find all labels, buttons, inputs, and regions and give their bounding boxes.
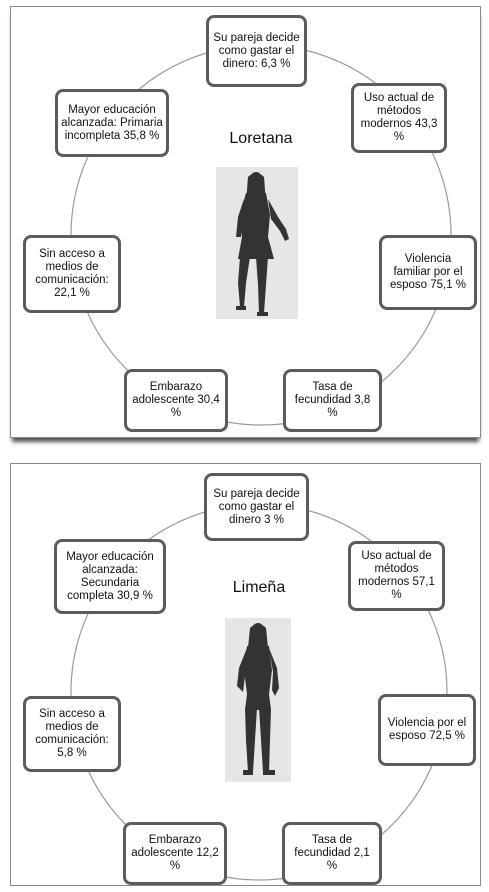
node-uso-metodos: Uso actual de métodos modernos 43,3 % (351, 83, 447, 153)
center-title: Loretana (229, 130, 293, 147)
woman-silhouette-icon (216, 167, 298, 319)
node-embarazo-adolescente: Embarazo adolescente 12,2 % (123, 822, 227, 885)
node-tasa-fecundidad: Tasa de fecundidad 2,1 % (282, 822, 382, 885)
node-uso-metodos: Uso actual de métodos modernos 57,1 % (348, 541, 445, 611)
node-embarazo-adolescente: Embarazo adolescente 30,4 % (124, 369, 228, 432)
node-mayor-educacion: Mayor educación alcanzada: Primaria inco… (55, 89, 169, 157)
center-title: Limeña (232, 579, 286, 596)
limena-panel: Su pareja decide como gastar el dinero 3… (10, 463, 481, 886)
node-tasa-fecundidad: Tasa de fecundidad 3,8 % (283, 369, 382, 432)
woman-silhouette-icon (225, 618, 291, 782)
node-sin-acceso: Sin acceso a medios de comunicación: 5,8… (23, 696, 121, 772)
node-violencia: Violencia familiar por el esposo 75,1 % (379, 235, 477, 310)
node-violencia: Violencia por el esposo 72,5 % (378, 694, 476, 766)
node-pareja-decide: Su pareja decide como gastar el dinero 3… (204, 473, 309, 541)
node-sin-acceso: Sin acceso a medios de comunicación: 22,… (23, 235, 121, 313)
node-pareja-decide: Su pareja decide como gastar el dinero: … (206, 15, 307, 87)
loretana-panel: Su pareja decide como gastar el dinero: … (10, 6, 481, 438)
node-mayor-educacion: Mayor educación alcanzada: Secundaria co… (54, 539, 166, 614)
